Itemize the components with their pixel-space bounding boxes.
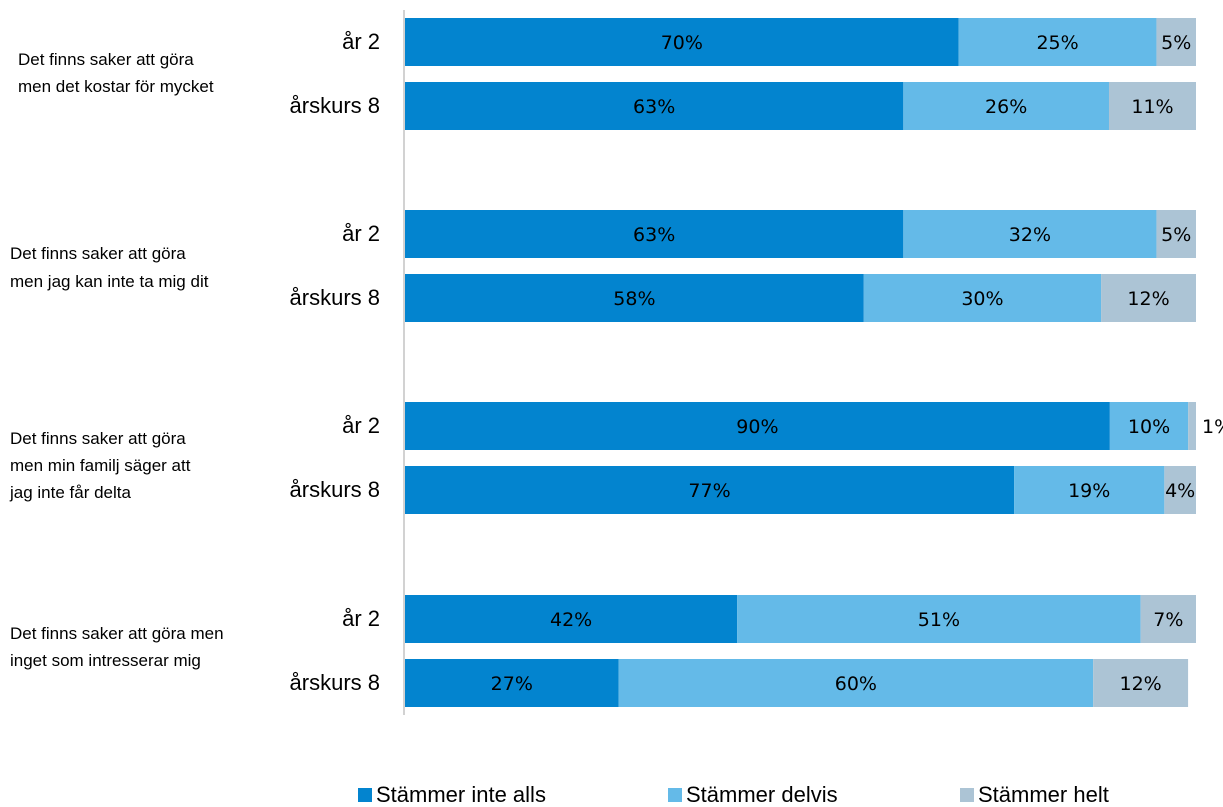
- bar-group: Det finns saker att göra men inget som in…: [10, 595, 1196, 707]
- legend-swatch: [960, 788, 974, 802]
- data-label: 5%: [1161, 32, 1191, 54]
- data-label: 58%: [613, 288, 655, 310]
- row-label: år 2: [342, 29, 380, 54]
- data-label: 11%: [1131, 96, 1173, 118]
- data-label: 25%: [1036, 32, 1078, 54]
- legend-swatch: [358, 788, 372, 802]
- row-label: årskurs 8: [290, 670, 380, 695]
- data-label: 51%: [918, 609, 960, 631]
- row-label: år 2: [342, 221, 380, 246]
- data-label: 60%: [835, 673, 877, 695]
- data-label: 19%: [1068, 480, 1110, 502]
- bar-segment: [958, 18, 1157, 66]
- bar-group: Det finns saker att göra men min familj s…: [9, 402, 1223, 514]
- bar-segment: [1156, 18, 1196, 66]
- data-label: 42%: [550, 609, 592, 631]
- row-label: årskurs 8: [290, 93, 380, 118]
- data-label: 63%: [633, 224, 675, 246]
- bar-segment: [405, 274, 864, 322]
- data-label: 7%: [1153, 609, 1183, 631]
- row-label: årskurs 8: [290, 477, 380, 502]
- group-label: men min familj säger att: [10, 456, 191, 475]
- legend-label: Stämmer helt: [978, 782, 1109, 807]
- data-label: 90%: [736, 416, 778, 438]
- data-label: 12%: [1127, 288, 1169, 310]
- group-label: men det kostar för mycket: [18, 77, 214, 96]
- row-label: årskurs 8: [290, 285, 380, 310]
- group-label: Det finns saker att göra men: [10, 624, 224, 643]
- bar-segment: [405, 82, 904, 130]
- row-label: år 2: [342, 606, 380, 631]
- data-label: 63%: [633, 96, 675, 118]
- bar-group: Det finns saker att göra men jag kan inte…: [10, 210, 1196, 322]
- bar-segment: [1140, 595, 1196, 643]
- data-label: 32%: [1009, 224, 1051, 246]
- bar-segment: [618, 659, 1094, 707]
- bar-segment: [1109, 402, 1189, 450]
- data-label: 26%: [985, 96, 1027, 118]
- legend-label: Stämmer inte alls: [376, 782, 546, 807]
- group-label: jag inte får delta: [9, 483, 132, 502]
- bar-segment: [1164, 466, 1196, 514]
- bar-segment: [405, 659, 619, 707]
- legend-label: Stämmer delvis: [686, 782, 838, 807]
- bar-segment: [405, 595, 738, 643]
- group-label: Det finns saker att göra: [10, 244, 186, 263]
- bar-segment: [1156, 210, 1196, 258]
- chart-groups: Det finns saker att göra men det kostar f…: [9, 18, 1223, 707]
- bar-segment: [1108, 82, 1196, 130]
- group-label: inget som intresserar mig: [10, 651, 201, 670]
- bar-segment: [863, 274, 1102, 322]
- group-label: men jag kan inte ta mig dit: [10, 272, 209, 291]
- data-label: 12%: [1120, 673, 1162, 695]
- bar-segment: [405, 402, 1110, 450]
- bar-group: Det finns saker att göra men det kostar f…: [18, 18, 1196, 130]
- bar-segment: [405, 466, 1015, 514]
- data-label: 1%: [1202, 416, 1223, 438]
- bar-segment: [1101, 274, 1196, 322]
- group-label: Det finns saker att göra: [18, 50, 194, 69]
- bar-segment: [405, 18, 959, 66]
- legend-swatch: [668, 788, 682, 802]
- legend: Stämmer inte alls Stämmer delvis Stämmer h…: [358, 782, 1109, 807]
- bar-segment: [1188, 402, 1196, 450]
- data-label: 27%: [491, 673, 533, 695]
- bar-segment: [903, 82, 1109, 130]
- data-label: 5%: [1161, 224, 1191, 246]
- bar-segment: [1093, 659, 1189, 707]
- data-label: 10%: [1128, 416, 1170, 438]
- data-label: 4%: [1165, 480, 1195, 502]
- data-label: 77%: [688, 480, 730, 502]
- group-label: Det finns saker att göra: [10, 429, 186, 448]
- data-label: 70%: [661, 32, 703, 54]
- row-label: år 2: [342, 413, 380, 438]
- bar-segment: [737, 595, 1141, 643]
- bar-segment: [405, 210, 904, 258]
- data-label: 30%: [961, 288, 1003, 310]
- bar-segment: [1014, 466, 1165, 514]
- bar-segment: [903, 210, 1157, 258]
